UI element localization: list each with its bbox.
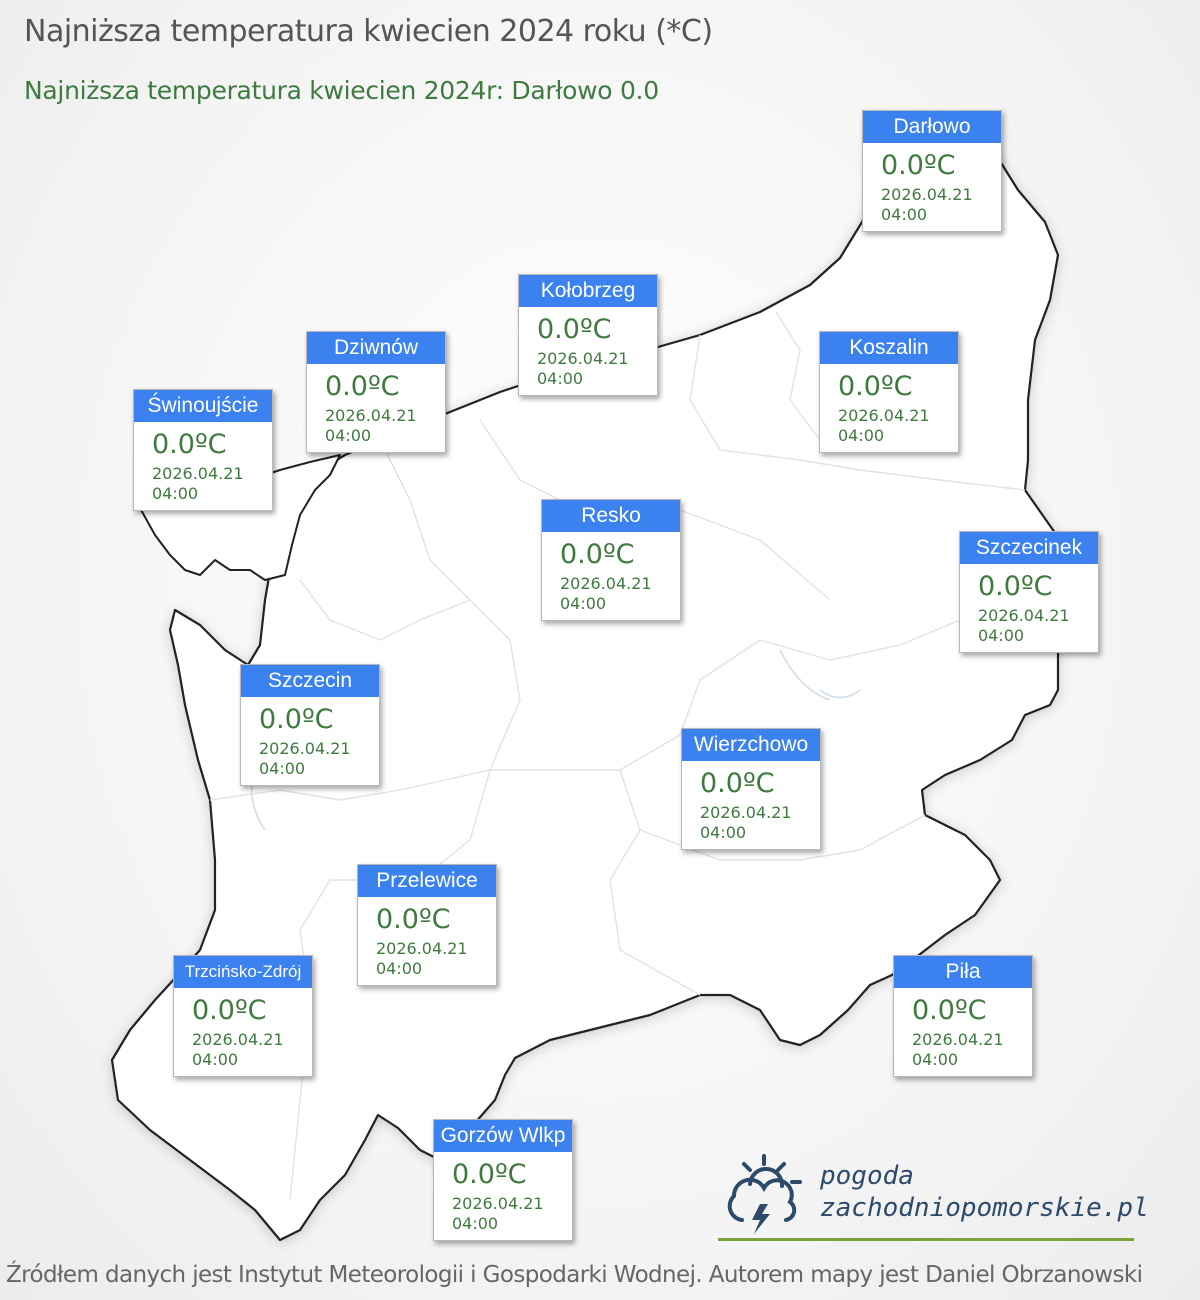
station-name: Kołobrzeg [519,275,657,307]
station-name: Dziwnów [307,332,445,364]
station-name: Darłowo [863,111,1001,143]
station-dziwnow[interactable]: Dziwnów 0.0ºC 2026.04.21 04:00 [306,331,446,453]
weather-storm-icon [727,1154,802,1234]
brand-line-1: pogoda [820,1161,914,1191]
brand-logo[interactable]: pogoda zachodniopomorskie.pl [718,1150,1149,1244]
source-footer: Źródłem danych jest Instytut Meteorologi… [6,1262,1143,1288]
station-name: Wierzchowo [682,729,820,761]
station-temp: 0.0ºC [838,371,913,402]
station-date: 2026.04.21 [259,739,351,758]
station-swinoujscie[interactable]: Świnoujście 0.0ºC 2026.04.21 04:00 [133,389,273,511]
station-temp: 0.0ºC [881,150,956,181]
station-date: 2026.04.21 [192,1030,284,1049]
station-date: 2026.04.21 [912,1030,1004,1049]
station-time: 04:00 [152,484,199,503]
station-resko[interactable]: Resko 0.0ºC 2026.04.21 04:00 [541,499,681,621]
station-darlowo[interactable]: Darłowo 0.0ºC 2026.04.21 04:00 [862,110,1002,232]
station-szczecinek[interactable]: Szczecinek 0.0ºC 2026.04.21 04:00 [959,531,1099,653]
map-title: Najniższa temperatura kwiecien 2024 roku… [24,14,713,49]
station-trzcinsko-zdroj[interactable]: Trzcińsko-Zdrój 0.0ºC 2026.04.21 04:00 [173,955,313,1077]
station-temp: 0.0ºC [560,539,635,570]
station-name: Szczecin [241,665,379,697]
station-time: 04:00 [912,1050,959,1069]
station-przelewice[interactable]: Przelewice 0.0ºC 2026.04.21 04:00 [357,864,497,986]
station-gorzow-wlkp[interactable]: Gorzów Wlkp 0.0ºC 2026.04.21 04:00 [433,1119,573,1241]
station-time: 04:00 [537,369,584,388]
station-date: 2026.04.21 [978,606,1070,625]
station-name: Przelewice [358,865,496,897]
station-time: 04:00 [325,426,372,445]
station-name: Piła [894,956,1032,988]
map-subtitle: Najniższa temperatura kwiecien 2024r: Da… [24,76,659,105]
station-time: 04:00 [560,594,607,613]
brand-underline [718,1238,1134,1241]
station-temp: 0.0ºC [537,314,612,345]
station-time: 04:00 [838,426,885,445]
station-name: Świnoujście [134,390,272,422]
station-date: 2026.04.21 [838,406,930,425]
station-temp: 0.0ºC [192,995,267,1026]
station-temp: 0.0ºC [452,1159,527,1190]
brand-name: pogoda zachodniopomorskie.pl [820,1160,1149,1224]
station-time: 04:00 [452,1214,499,1233]
station-temp: 0.0ºC [978,571,1053,602]
station-time: 04:00 [376,959,423,978]
station-pila[interactable]: Piła 0.0ºC 2026.04.21 04:00 [893,955,1033,1077]
station-name: Trzcińsko-Zdrój [174,956,312,988]
station-name: Gorzów Wlkp [434,1120,572,1152]
station-date: 2026.04.21 [537,349,629,368]
station-kolobrzeg[interactable]: Kołobrzeg 0.0ºC 2026.04.21 04:00 [518,274,658,396]
station-koszalin[interactable]: Koszalin 0.0ºC 2026.04.21 04:00 [819,331,959,453]
station-date: 2026.04.21 [152,464,244,483]
station-time: 04:00 [259,759,306,778]
station-temp: 0.0ºC [912,995,987,1026]
station-temp: 0.0ºC [376,904,451,935]
station-date: 2026.04.21 [881,185,973,204]
station-name: Resko [542,500,680,532]
station-date: 2026.04.21 [560,574,652,593]
station-temp: 0.0ºC [152,429,227,460]
station-date: 2026.04.21 [452,1194,544,1213]
station-time: 04:00 [700,823,747,842]
station-date: 2026.04.21 [376,939,468,958]
station-date: 2026.04.21 [325,406,417,425]
station-time: 04:00 [192,1050,239,1069]
station-time: 04:00 [881,205,928,224]
station-temp: 0.0ºC [325,371,400,402]
station-name: Koszalin [820,332,958,364]
station-name: Szczecinek [960,532,1098,564]
station-time: 04:00 [978,626,1025,645]
station-temp: 0.0ºC [259,704,334,735]
station-date: 2026.04.21 [700,803,792,822]
county-borders [209,311,1026,1201]
station-szczecin[interactable]: Szczecin 0.0ºC 2026.04.21 04:00 [240,664,380,786]
station-temp: 0.0ºC [700,768,775,799]
brand-line-2: zachodniopomorskie.pl [820,1193,1149,1223]
station-wierzchowo[interactable]: Wierzchowo 0.0ºC 2026.04.21 04:00 [681,728,821,850]
